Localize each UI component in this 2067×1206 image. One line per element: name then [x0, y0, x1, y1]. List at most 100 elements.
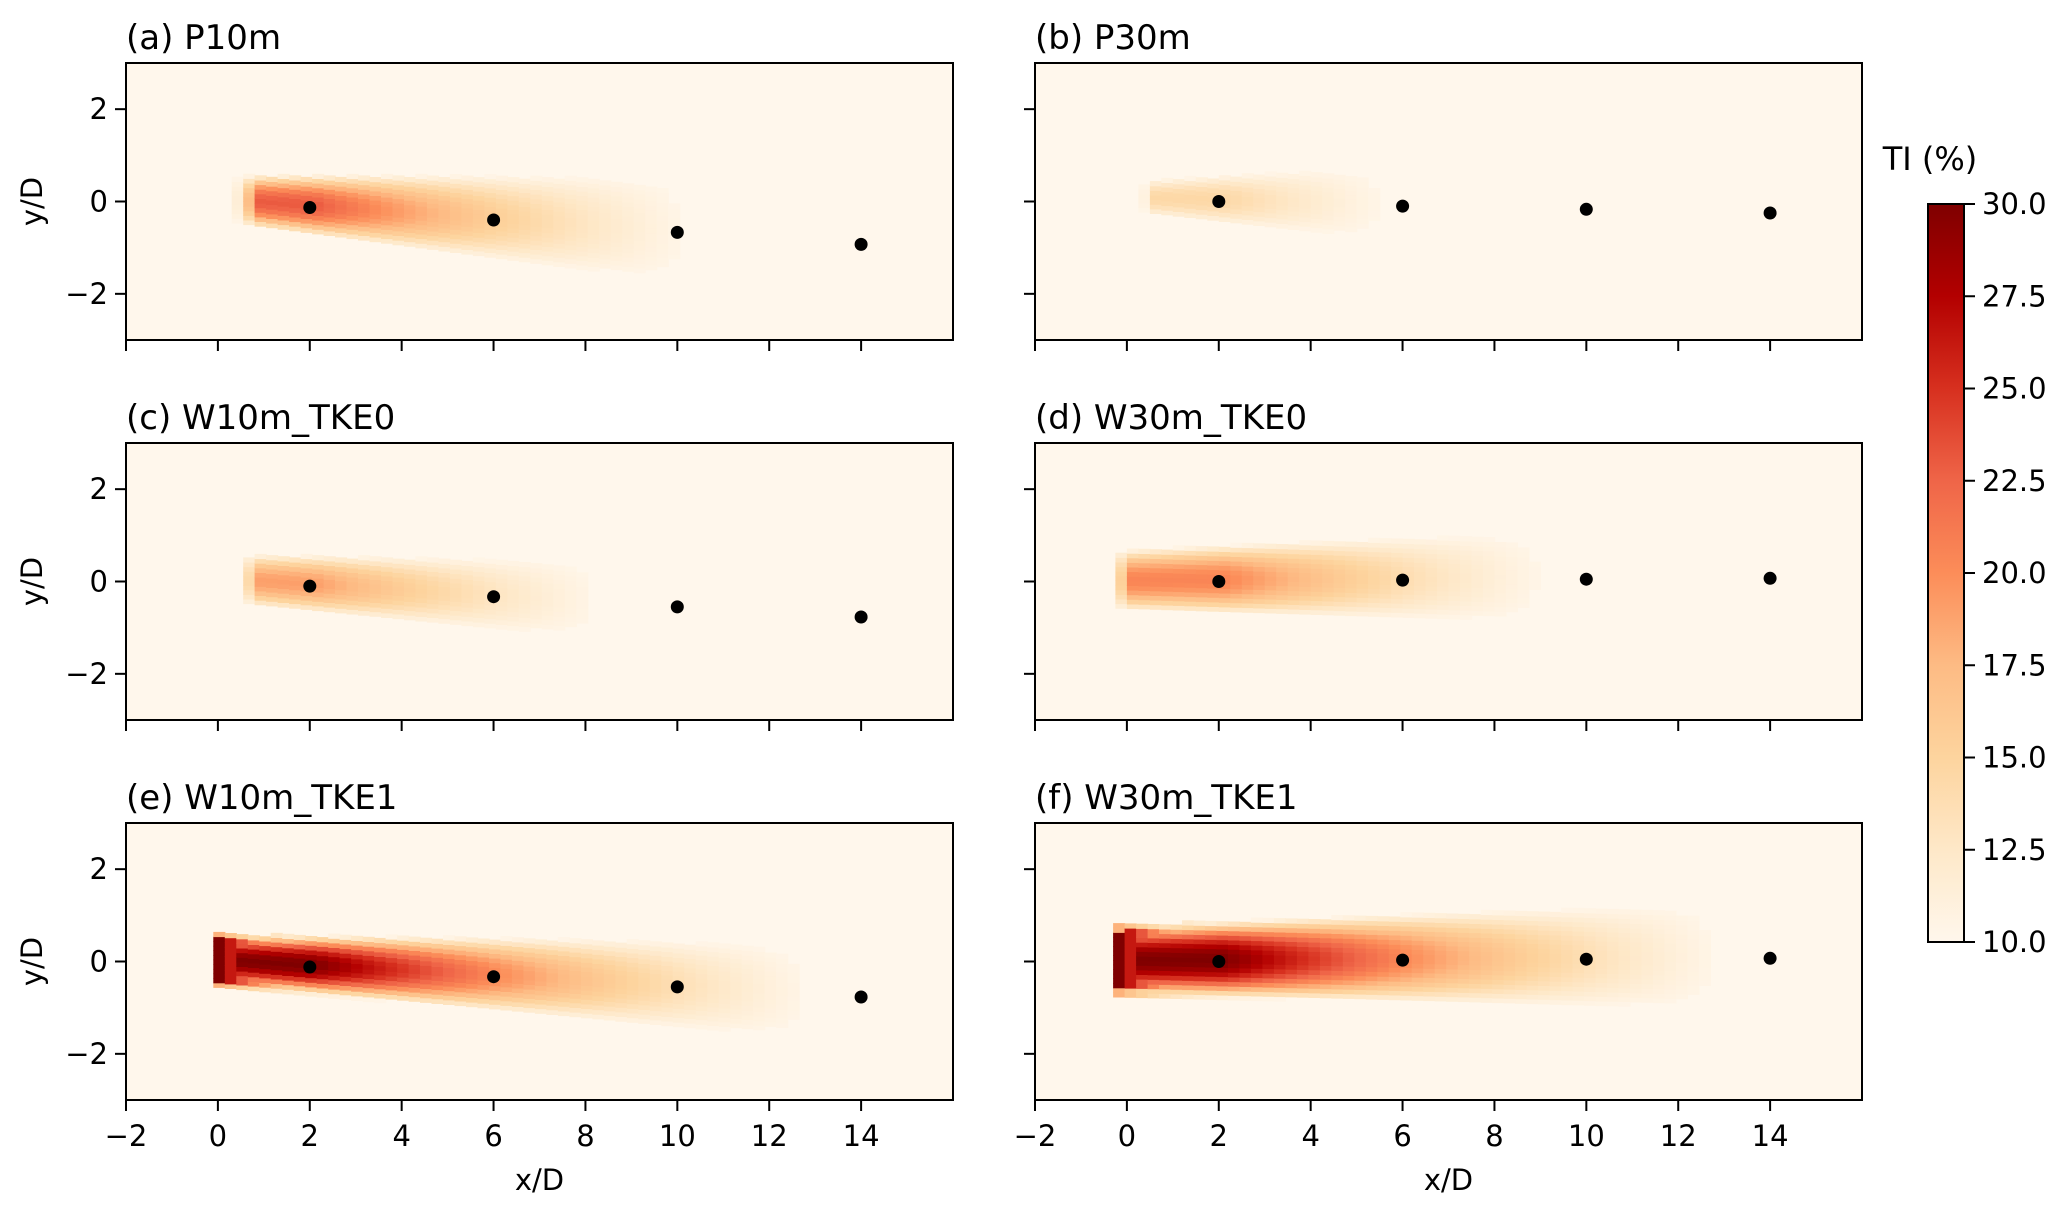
- heatmap-cell: [1218, 574, 1231, 580]
- heatmap-cell: [1675, 929, 1688, 935]
- heatmap-cell: [495, 596, 508, 602]
- heatmap-cell: [1618, 983, 1631, 989]
- heatmap-cell: [587, 183, 600, 189]
- heatmap-cell: [1377, 916, 1390, 922]
- heatmap-cell: [684, 977, 697, 983]
- heatmap-cell: [438, 590, 451, 597]
- heatmap-cell: [1296, 932, 1309, 938]
- heatmap-cell: [649, 969, 662, 975]
- colorbar-tick-label: 17.5: [1982, 648, 2047, 682]
- heatmap-cell: [1526, 920, 1539, 926]
- heatmap-cell: [1425, 567, 1438, 573]
- heatmap-cell: [1653, 993, 1666, 999]
- heatmap-cell: [443, 944, 456, 950]
- heatmap-cell: [362, 950, 375, 956]
- heatmap-cell: [1515, 989, 1528, 995]
- heatmap-cell: [626, 948, 639, 954]
- heatmap-cell: [557, 987, 570, 993]
- heatmap-cell: [518, 229, 531, 235]
- wake-center-marker: [1396, 953, 1410, 967]
- heatmap-cell: [243, 557, 256, 563]
- heatmap-cell: [1641, 919, 1654, 925]
- heatmap-cell: [277, 597, 290, 603]
- heatmap-cell: [633, 226, 646, 232]
- heatmap-cell: [557, 941, 570, 947]
- heatmap-cell: [610, 237, 623, 243]
- heatmap-cell: [530, 572, 543, 578]
- heatmap-cell: [374, 956, 387, 962]
- heatmap-cell: [495, 624, 508, 630]
- heatmap-cell: [1331, 942, 1344, 948]
- heatmap-cell: [454, 959, 467, 965]
- heatmap-cell: [1687, 975, 1700, 981]
- heatmap-cell: [346, 586, 359, 592]
- heatmap-cell: [1241, 173, 1254, 179]
- heatmap-cell: [254, 179, 267, 186]
- heatmap-cell: [1299, 189, 1312, 195]
- heatmap-cell: [530, 203, 543, 209]
- heatmap-cell: [1379, 556, 1392, 562]
- heatmap-cell: [1494, 565, 1507, 571]
- heatmap-cell: [346, 577, 359, 583]
- heatmap-cell: [236, 948, 249, 954]
- heatmap-cell: [415, 243, 428, 249]
- heatmap-cell: [1379, 593, 1392, 599]
- heatmap-cell: [1400, 949, 1413, 955]
- heatmap-cell: [1549, 953, 1562, 959]
- heatmap-cell: [518, 243, 531, 249]
- heatmap-cell: [1457, 964, 1470, 970]
- heatmap-cell: [656, 257, 669, 263]
- heatmap-cell: [282, 989, 295, 995]
- heatmap-cell: [530, 198, 543, 204]
- heatmap-cell: [1388, 958, 1401, 964]
- heatmap-cell: [1342, 956, 1355, 962]
- heatmap-cell: [477, 956, 490, 963]
- heatmap-cell: [553, 243, 566, 249]
- heatmap-cell: [564, 617, 577, 623]
- heatmap-cell: [426, 180, 439, 186]
- heatmap-cell: [1528, 561, 1541, 567]
- heatmap-cell: [282, 984, 295, 990]
- heatmap-cell: [776, 985, 789, 992]
- heatmap-cell: [541, 237, 554, 243]
- heatmap-cell: [224, 983, 237, 989]
- heatmap-cell: [1480, 974, 1493, 980]
- heatmap-cell: [626, 962, 639, 968]
- heatmap-cell: [1147, 947, 1160, 953]
- heatmap-cell: [741, 1001, 754, 1007]
- heatmap-cell: [454, 940, 467, 947]
- heatmap-cell: [1572, 912, 1585, 918]
- heatmap-cell: [1572, 991, 1585, 997]
- heatmap-cell: [374, 965, 387, 971]
- heatmap-cell: [335, 204, 348, 210]
- heatmap-cell: [1264, 548, 1277, 554]
- heatmap-cell: [438, 214, 451, 220]
- heatmap-cell: [1308, 955, 1321, 962]
- heatmap-cell: [1205, 971, 1218, 977]
- heatmap-cell: [1147, 956, 1160, 962]
- heatmap-cell: [369, 556, 382, 562]
- heatmap-cell: [1276, 218, 1289, 224]
- heatmap-cell: [615, 1011, 628, 1017]
- heatmap-cell: [1607, 964, 1620, 970]
- heatmap-cell: [1253, 193, 1266, 199]
- heatmap-cell: [1264, 599, 1277, 605]
- heatmap-cell: [576, 590, 589, 596]
- heatmap-cell: [362, 992, 375, 998]
- wake-center-marker: [1212, 575, 1226, 588]
- heatmap-cell: [335, 232, 348, 238]
- heatmap-cell: [1368, 197, 1381, 203]
- heatmap-cell: [1276, 544, 1289, 550]
- heatmap-cell: [622, 266, 635, 272]
- heatmap-cell: [518, 566, 531, 572]
- heatmap-cell: [1230, 570, 1243, 576]
- heatmap-cell: [1494, 602, 1507, 608]
- heatmap-cell: [461, 588, 474, 594]
- heatmap-cell: [277, 215, 290, 221]
- heatmap-cell: [1126, 585, 1139, 591]
- heatmap-cell: [415, 201, 428, 207]
- heatmap-cell: [484, 201, 497, 207]
- heatmap-cell: [553, 238, 566, 244]
- heatmap-cell: [645, 195, 658, 201]
- heatmap-cell: [1253, 211, 1266, 217]
